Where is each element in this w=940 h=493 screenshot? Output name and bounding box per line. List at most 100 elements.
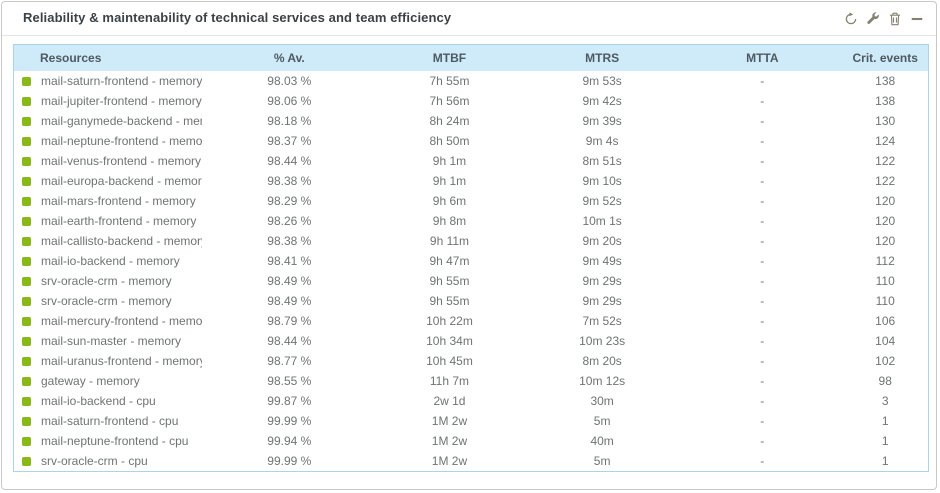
availability-cell: 98.38 % bbox=[267, 234, 312, 248]
resource-name: mail-io-backend - memory bbox=[41, 254, 180, 268]
mtta-cell: - bbox=[760, 434, 765, 448]
resource-cell: mail-saturn-frontend - memory bbox=[14, 71, 202, 91]
table-row: gateway - memory 98.55 % 11h 7m 10m 12s … bbox=[14, 371, 929, 391]
crit-events-cell: 120 bbox=[875, 194, 896, 208]
crit-events-cell: 1 bbox=[881, 434, 889, 448]
mtta-cell: - bbox=[760, 134, 765, 148]
status-ok-indicator bbox=[22, 97, 31, 106]
status-ok-indicator bbox=[22, 237, 31, 246]
mtrs-cell: 5m bbox=[593, 454, 611, 468]
mtrs-cell: 30m bbox=[590, 394, 614, 408]
metrics-table-wrap: Resources % Av. MTBF MTRS MTTA Crit. eve… bbox=[13, 44, 936, 472]
mtta-cell: - bbox=[760, 154, 765, 168]
crit-events-cell: 120 bbox=[875, 214, 896, 228]
resource-cell: mail-uranus-frontend - memory bbox=[14, 351, 202, 371]
resource-cell: mail-mars-frontend - memory bbox=[14, 191, 202, 211]
trash-icon[interactable] bbox=[886, 10, 903, 27]
mtrs-cell: 9m 42s bbox=[582, 94, 622, 108]
mtta-cell: - bbox=[760, 174, 765, 188]
mtrs-cell: 9m 20s bbox=[582, 234, 622, 248]
resource-cell: mail-neptune-frontend - cpu bbox=[14, 431, 202, 451]
resource-cell: mail-venus-frontend - memory bbox=[14, 151, 202, 171]
mtbf-cell: 9h 1m bbox=[432, 174, 467, 188]
minus-icon[interactable] bbox=[908, 10, 925, 27]
table-row: mail-venus-frontend - memory 98.44 % 9h … bbox=[14, 151, 929, 171]
table-row: srv-oracle-crm - memory 98.49 % 9h 55m 9… bbox=[14, 271, 929, 291]
mtta-cell: - bbox=[760, 294, 765, 308]
widget-toolbar bbox=[842, 10, 925, 27]
mtta-cell: - bbox=[760, 334, 765, 348]
resource-name: mail-ganymede-backend - memory bbox=[41, 114, 202, 128]
status-ok-indicator bbox=[22, 357, 31, 366]
resource-name: srv-oracle-crm - memory bbox=[41, 294, 172, 308]
resource-name: mail-neptune-frontend - cpu bbox=[41, 434, 189, 448]
crit-events-cell: 106 bbox=[875, 314, 896, 328]
mtrs-cell: 10m 1s bbox=[582, 214, 622, 228]
mtbf-cell: 9h 11m bbox=[429, 234, 470, 248]
column-header-resources[interactable]: Resources bbox=[13, 44, 202, 71]
crit-events-cell: 98 bbox=[878, 374, 892, 388]
resource-cell: mail-mercury-frontend - memory bbox=[14, 311, 202, 331]
availability-cell: 98.49 % bbox=[267, 294, 312, 308]
crit-events-cell: 104 bbox=[875, 334, 896, 348]
table-row: mail-earth-frontend - memory 98.26 % 9h … bbox=[14, 211, 929, 231]
refresh-icon[interactable] bbox=[842, 10, 859, 27]
status-ok-indicator bbox=[22, 457, 31, 466]
table-row: mail-uranus-frontend - memory 98.77 % 10… bbox=[14, 351, 929, 371]
mtbf-cell: 1M 2w bbox=[431, 414, 468, 428]
table-row: mail-mercury-frontend - memory 98.79 % 1… bbox=[14, 311, 929, 331]
resource-name: srv-oracle-crm - cpu bbox=[41, 454, 148, 468]
table-row: mail-callisto-backend - memory 98.38 % 9… bbox=[14, 231, 929, 251]
resource-name: gateway - memory bbox=[41, 374, 140, 388]
resource-name: mail-saturn-frontend - cpu bbox=[41, 414, 179, 428]
mtbf-cell: 8h 50m bbox=[429, 134, 470, 148]
mtrs-cell: 40m bbox=[590, 434, 614, 448]
status-ok-indicator bbox=[22, 257, 31, 266]
status-ok-indicator bbox=[22, 377, 31, 386]
availability-cell: 98.79 % bbox=[267, 314, 312, 328]
column-header-mtrs[interactable]: MTRS bbox=[522, 44, 683, 71]
resource-cell: mail-europa-backend - memory bbox=[14, 171, 202, 191]
availability-cell: 98.41 % bbox=[267, 254, 312, 268]
mtrs-cell: 8m 20s bbox=[582, 354, 622, 368]
crit-events-cell: 3 bbox=[881, 394, 889, 408]
table-row: mail-saturn-frontend - cpu 99.99 % 1M 2w… bbox=[14, 411, 929, 431]
header-row: Resources % Av. MTBF MTRS MTTA Crit. eve… bbox=[13, 44, 929, 71]
availability-cell: 99.87 % bbox=[267, 394, 312, 408]
mtta-cell: - bbox=[760, 254, 765, 268]
mtbf-cell: 7h 55m bbox=[429, 74, 470, 88]
resource-cell: mail-saturn-frontend - cpu bbox=[14, 411, 202, 431]
column-header-availability[interactable]: % Av. bbox=[201, 44, 377, 71]
column-header-mtta[interactable]: MTTA bbox=[682, 44, 843, 71]
crit-events-cell: 138 bbox=[875, 74, 896, 88]
column-header-mtbf[interactable]: MTBF bbox=[376, 44, 523, 71]
mtta-cell: - bbox=[760, 314, 765, 328]
table-row: mail-neptune-frontend - cpu 99.94 % 1M 2… bbox=[14, 431, 929, 451]
resource-cell: mail-io-backend - memory bbox=[14, 251, 202, 271]
mtbf-cell: 9h 6m bbox=[432, 194, 467, 208]
mtta-cell: - bbox=[760, 354, 765, 368]
column-header-crit-events[interactable]: Crit. events bbox=[842, 44, 929, 71]
resource-cell: mail-ganymede-backend - memory bbox=[14, 111, 202, 131]
mtbf-cell: 10h 22m bbox=[426, 314, 473, 328]
mtbf-cell: 9h 47m bbox=[429, 254, 470, 268]
mtbf-cell: 7h 56m bbox=[429, 94, 470, 108]
availability-cell: 98.55 % bbox=[267, 374, 312, 388]
crit-events-cell: 1 bbox=[881, 414, 889, 428]
mtbf-cell: 8h 24m bbox=[429, 114, 470, 128]
wrench-icon[interactable] bbox=[864, 10, 881, 27]
mtta-cell: - bbox=[760, 114, 765, 128]
resource-cell: mail-io-backend - cpu bbox=[14, 391, 202, 411]
resource-name: mail-callisto-backend - memory bbox=[41, 234, 202, 248]
table-row: srv-oracle-crm - cpu 99.99 % 1M 2w 5m - … bbox=[14, 451, 929, 472]
availability-cell: 98.06 % bbox=[267, 94, 312, 108]
resource-name: mail-mars-frontend - memory bbox=[41, 194, 196, 208]
status-ok-indicator bbox=[22, 417, 31, 426]
crit-events-cell: 110 bbox=[875, 294, 895, 308]
table-row: mail-ganymede-backend - memory 98.18 % 8… bbox=[14, 111, 929, 131]
status-ok-indicator bbox=[22, 217, 31, 226]
resource-cell: srv-oracle-crm - memory bbox=[14, 291, 202, 311]
table-row: mail-sun-master - memory 98.44 % 10h 34m… bbox=[14, 331, 929, 351]
status-ok-indicator bbox=[22, 297, 31, 306]
mtrs-cell: 5m bbox=[593, 414, 611, 428]
